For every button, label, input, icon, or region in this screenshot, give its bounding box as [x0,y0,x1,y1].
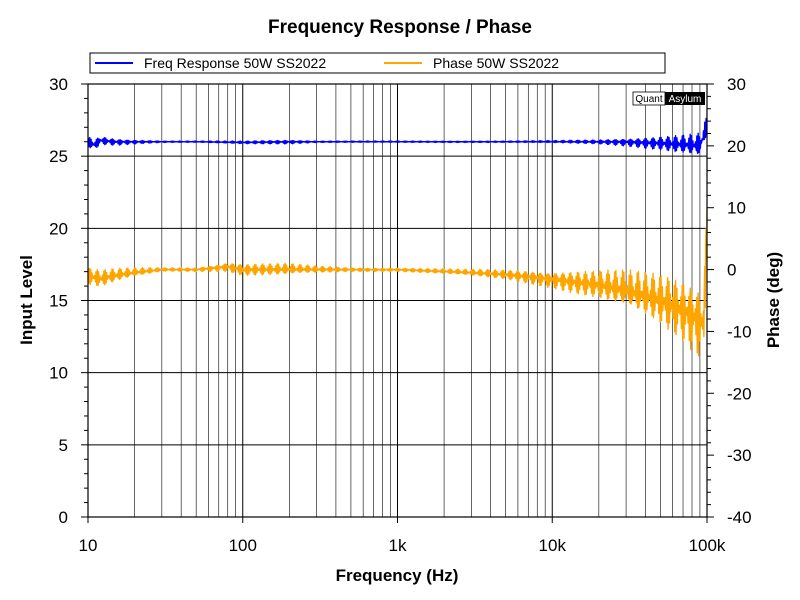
x-tick-label: 10 [79,536,98,555]
watermark: Quant Asylum [632,91,705,106]
watermark-left-text: Quant [635,94,662,105]
x-axis-label: Frequency (Hz) [336,566,459,585]
y-tick-label: 20 [49,219,68,238]
y2-tick-label: -10 [727,322,752,341]
x-tick-label: 100k [689,536,726,555]
x-tick-label: 100 [229,536,257,555]
y-tick-label: 25 [49,147,68,166]
chart-title: Frequency Response / Phase [268,17,532,38]
watermark-right-box [665,92,705,105]
y-tick-label: 0 [59,508,68,527]
y2-tick-label: -30 [727,446,752,465]
y-tick-label: 10 [49,364,68,383]
legend-box [89,52,666,74]
watermark-right-text: Asylum [669,94,702,105]
y2-axis-label: Phase (deg) [764,252,783,348]
series-layer [87,117,708,357]
y-tick-label: 5 [59,436,68,455]
y2-tick-label: 0 [727,261,736,280]
legend-label-freq: Freq Response 50W SS2022 [144,55,326,71]
y2-tick-label: 30 [727,75,746,94]
legend: Freq Response 50W SS2022 Phase 50W SS202… [89,52,666,74]
legend-label-phase: Phase 50W SS2022 [433,55,559,71]
y2-tick-label: -40 [727,508,752,527]
y2-tick-label: 20 [727,137,746,156]
x-tick-label: 1k [389,536,407,555]
series-line-freq-response [87,117,708,155]
y2-axis-ticks: -40 -30 -20 -10 0 10 20 30 [707,75,752,527]
series-line-phase [87,210,708,357]
y-axis-ticks: 0 5 10 15 20 25 30 [49,75,88,527]
y-tick-label: 30 [49,75,68,94]
x-axis-ticks: 10 100 1k 10k 100k [79,517,726,555]
y-axis-label: Input Level [17,255,36,345]
y2-tick-label: 10 [727,199,746,218]
y-tick-label: 15 [49,292,68,311]
x-tick-label: 10k [539,536,567,555]
y2-tick-label: -20 [727,384,752,403]
